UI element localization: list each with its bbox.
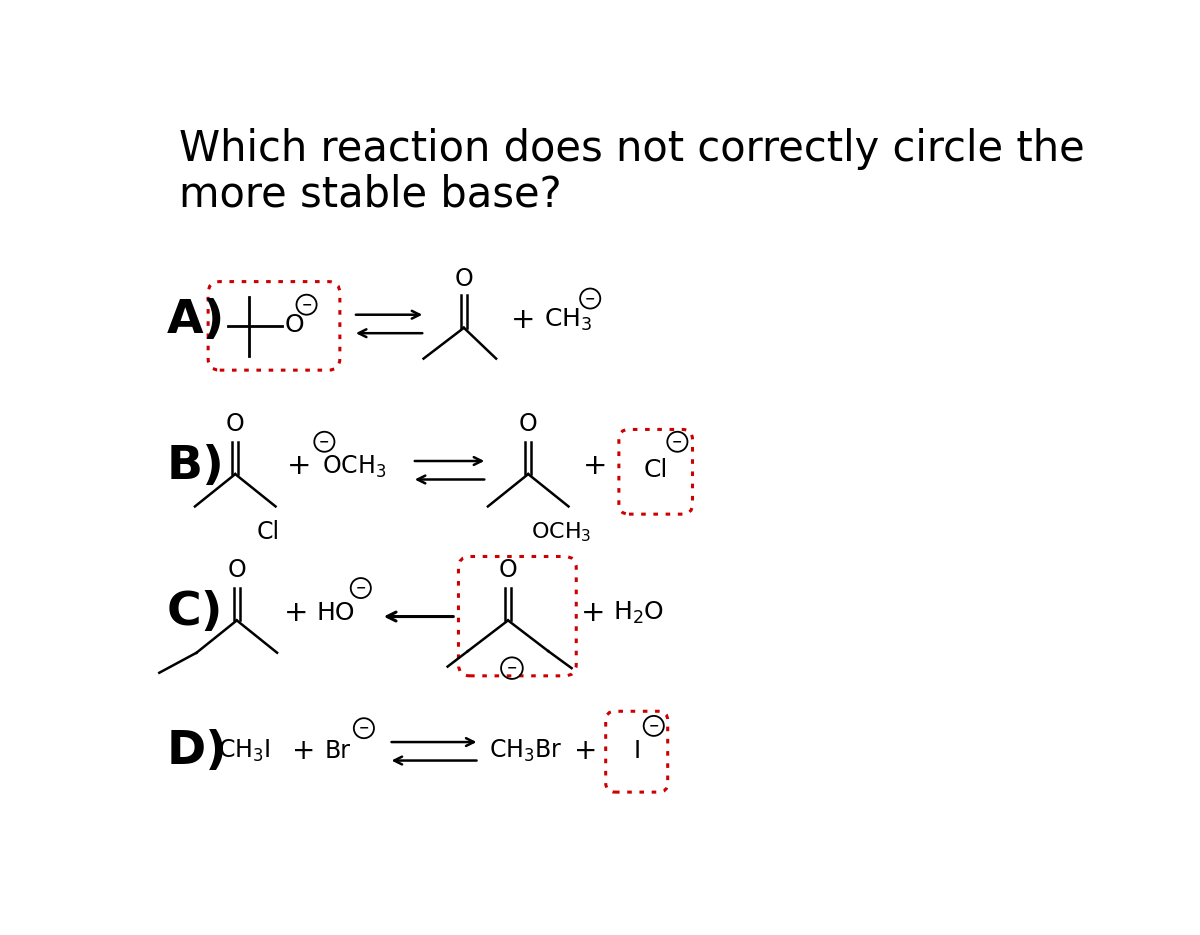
Text: O: O bbox=[228, 558, 246, 582]
Text: $\mathregular{CH_3}$: $\mathregular{CH_3}$ bbox=[544, 307, 592, 333]
Text: Br: Br bbox=[324, 740, 350, 763]
Text: +: + bbox=[583, 453, 608, 481]
Text: +: + bbox=[511, 306, 535, 334]
Text: $\mathregular{CH_3Br}$: $\mathregular{CH_3Br}$ bbox=[490, 739, 563, 765]
Text: +: + bbox=[287, 453, 311, 481]
Text: Cl: Cl bbox=[643, 458, 668, 482]
Text: $\mathregular{CH_3I}$: $\mathregular{CH_3I}$ bbox=[218, 739, 271, 765]
Text: −: − bbox=[506, 662, 517, 675]
Text: −: − bbox=[672, 436, 683, 448]
Text: Which reaction does not correctly circle the: Which reaction does not correctly circle… bbox=[180, 127, 1085, 169]
Text: +: + bbox=[283, 598, 308, 626]
Text: D): D) bbox=[167, 728, 228, 774]
Text: −: − bbox=[355, 582, 366, 595]
Text: HO: HO bbox=[317, 600, 355, 625]
Text: $\mathregular{OCH_3}$: $\mathregular{OCH_3}$ bbox=[322, 453, 386, 480]
Text: H$_2$O: H$_2$O bbox=[613, 599, 665, 626]
Text: −: − bbox=[359, 722, 370, 735]
Text: B): B) bbox=[167, 444, 224, 489]
Text: O: O bbox=[499, 558, 517, 582]
Text: −: − bbox=[319, 436, 330, 448]
Text: +: + bbox=[292, 738, 316, 766]
Text: $\mathregular{OCH_3}$: $\mathregular{OCH_3}$ bbox=[530, 520, 590, 544]
Text: O: O bbox=[518, 411, 538, 436]
Text: −: − bbox=[301, 298, 312, 311]
Text: O: O bbox=[455, 266, 473, 291]
Text: I: I bbox=[634, 740, 641, 763]
Text: more stable base?: more stable base? bbox=[180, 174, 562, 216]
Text: O: O bbox=[226, 411, 245, 436]
Text: −: − bbox=[648, 719, 659, 732]
Text: +: + bbox=[581, 598, 606, 626]
Text: A): A) bbox=[167, 297, 226, 342]
Text: O: O bbox=[284, 312, 305, 337]
Text: Cl: Cl bbox=[257, 520, 280, 544]
Text: +: + bbox=[574, 738, 598, 766]
Text: −: − bbox=[584, 292, 595, 305]
Text: C): C) bbox=[167, 590, 223, 635]
